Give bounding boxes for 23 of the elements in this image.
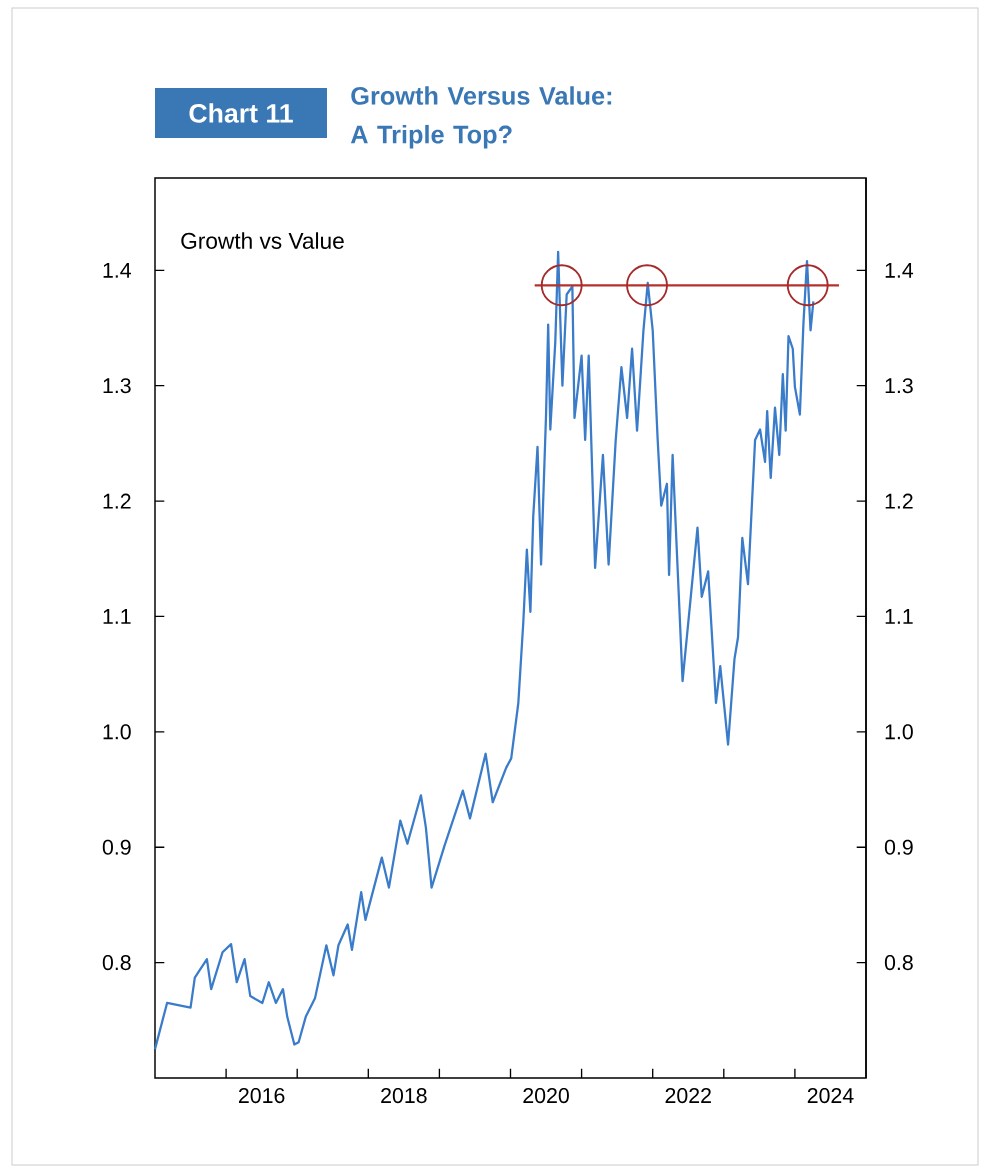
- y2-tick-label: 1.2: [885, 493, 913, 509]
- line-series: [153, 250, 815, 1051]
- y2-tick-label: 1.1: [885, 609, 913, 624]
- y2-tick-label: 1.0: [885, 724, 913, 740]
- y-tick-label: 1.3: [103, 378, 131, 394]
- y-tick-label: 0.8: [102, 955, 131, 971]
- x-tick-label: 2020: [523, 1088, 569, 1104]
- caption: Chart 11: [189, 103, 293, 123]
- x-tick-label: 2018: [381, 1088, 427, 1104]
- x-tick-label: 2022: [665, 1088, 711, 1104]
- y2-tick-label: 1.3: [885, 378, 913, 394]
- y-tick-label: 1.1: [103, 609, 131, 624]
- y-tick-label: 1.0: [103, 724, 131, 740]
- y-tick-label: 1.2: [103, 493, 131, 509]
- y-tick-label: 1.4: [103, 262, 131, 278]
- x-tick-label: 2016: [238, 1088, 285, 1104]
- chart-title: Growth Versus Value: A Triple Top?: [350, 86, 612, 149]
- y-tick-label: 0.9: [102, 839, 131, 855]
- y2-tick-label: 0.8: [884, 955, 913, 971]
- y2-tick-label: 0.9: [884, 839, 913, 855]
- text: Growth vs Value: [181, 232, 344, 249]
- y2-tick-label: 1.4: [885, 262, 914, 278]
- x-tick-label: 2024: [807, 1088, 854, 1104]
